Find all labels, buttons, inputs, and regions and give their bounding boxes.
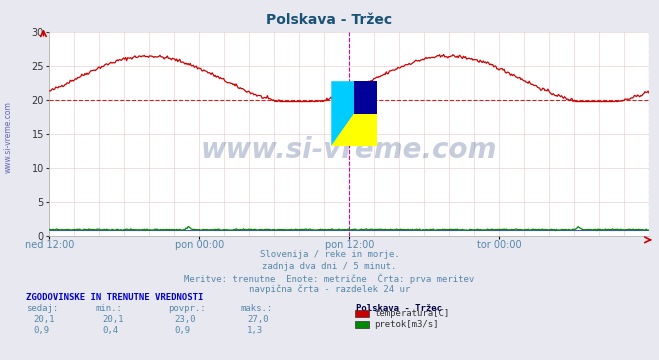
Text: 0,4: 0,4 xyxy=(102,326,118,335)
Text: navpična črta - razdelek 24 ur: navpična črta - razdelek 24 ur xyxy=(249,284,410,294)
Polygon shape xyxy=(331,81,377,146)
Text: pretok[m3/s]: pretok[m3/s] xyxy=(374,320,439,329)
Text: ZGODOVINSKE IN TRENUTNE VREDNOSTI: ZGODOVINSKE IN TRENUTNE VREDNOSTI xyxy=(26,293,204,302)
Text: www.si-vreme.com: www.si-vreme.com xyxy=(3,101,13,173)
Polygon shape xyxy=(331,81,377,146)
Text: 20,1: 20,1 xyxy=(102,315,124,324)
Text: sedaj:: sedaj: xyxy=(26,304,59,313)
Text: min.:: min.: xyxy=(96,304,123,313)
Text: 1,3: 1,3 xyxy=(247,326,263,335)
Text: Slovenija / reke in morje.: Slovenija / reke in morje. xyxy=(260,250,399,259)
Text: 0,9: 0,9 xyxy=(33,326,49,335)
Text: 20,1: 20,1 xyxy=(33,315,55,324)
Text: Polskava - Tržec: Polskava - Tržec xyxy=(266,13,393,27)
Text: temperatura[C]: temperatura[C] xyxy=(374,309,449,318)
Text: Meritve: trenutne  Enote: metrične  Črta: prva meritev: Meritve: trenutne Enote: metrične Črta: … xyxy=(185,274,474,284)
Text: 27,0: 27,0 xyxy=(247,315,269,324)
Text: Polskava - Tržec: Polskava - Tržec xyxy=(356,304,442,313)
Text: zadnja dva dni / 5 minut.: zadnja dva dni / 5 minut. xyxy=(262,262,397,271)
Text: www.si-vreme.com: www.si-vreme.com xyxy=(201,136,498,165)
Text: 23,0: 23,0 xyxy=(175,315,196,324)
Text: 0,9: 0,9 xyxy=(175,326,190,335)
Text: povpr.:: povpr.: xyxy=(168,304,206,313)
Text: maks.:: maks.: xyxy=(241,304,273,313)
Polygon shape xyxy=(354,81,377,114)
